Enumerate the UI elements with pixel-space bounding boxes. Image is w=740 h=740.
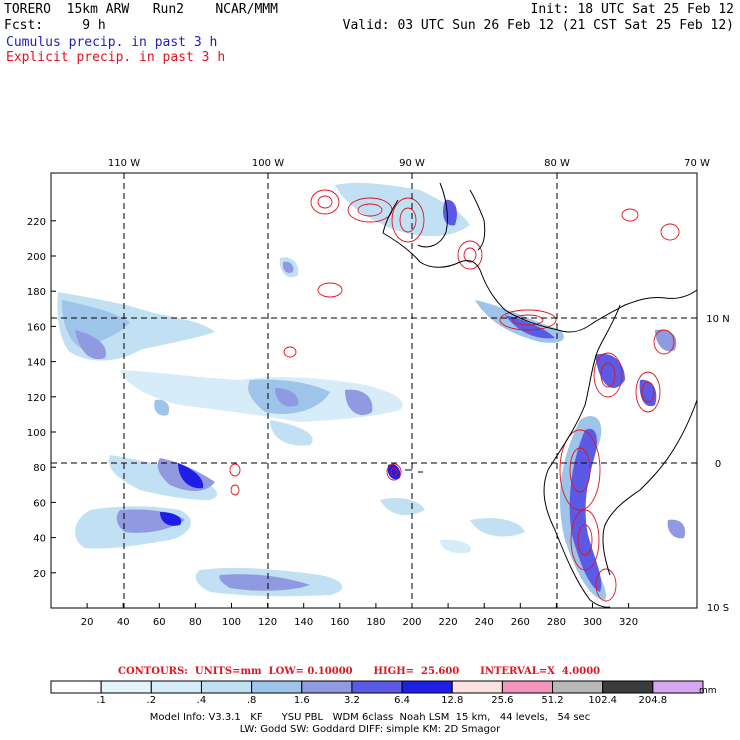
y-tick-label: 140 (27, 358, 46, 369)
y-tick-label: 200 (27, 252, 46, 263)
legend-value: .4 (196, 695, 207, 706)
init-time: Init: 18 UTC Sat 25 Feb 12 (530, 2, 735, 17)
legend-swatch (451, 680, 503, 694)
y-tick-label: 160 (27, 322, 46, 333)
x-tick-label: 200 (402, 617, 421, 628)
x-grid-ticks: 20 40 60 80 100 120 140 160 180 200 220 240 260 280 30… (81, 603, 638, 628)
legend-value: 102.4 (588, 695, 618, 706)
y-tick-label: 80 (33, 463, 46, 474)
x-tick-label: 160 (330, 617, 349, 628)
x-tick-label: 60 (153, 617, 166, 628)
longitude-labels: 110 W 100 W 90 W 80 W 70 W (108, 158, 710, 169)
legend-swatch (351, 680, 403, 694)
contour-info: CONTOURS: UNITS=mm LOW= 0.10000 HIGH= 25… (118, 666, 601, 677)
x-tick-label: 300 (583, 617, 602, 628)
legend-swatch (602, 680, 654, 694)
x-tick-label: 320 (619, 617, 638, 628)
legend-swatch (251, 680, 303, 694)
x-tick-label: 40 (117, 617, 130, 628)
x-tick-label: 80 (189, 617, 202, 628)
legend-swatch (501, 680, 554, 694)
field2-label: Explicit precip. in past 3 h (6, 50, 226, 65)
x-tick-label: 220 (439, 617, 458, 628)
y-tick-label: 120 (27, 393, 46, 404)
legend-value: .8 (246, 695, 257, 706)
y-grid-ticks: 20 40 60 80 100 120 140 160 180 200 220 (27, 217, 56, 580)
model-title: TORERO 15km ARW Run2 NCAR/MMM (4, 2, 278, 17)
legend-labels: .1 .2 .4 .8 1.6 3.2 6.4 12.8 25.6 51.2 102.4 204.8 (0, 695, 740, 707)
legend-value: .1 (96, 695, 106, 706)
model-info-line2: LW: Godd SW: Goddard DIFF: simple KM: 2D… (239, 724, 501, 735)
model-info-line1: Model Info: V3.3.1 KF YSU PBL WDM 6class… (149, 712, 591, 723)
y-tick-label: 100 (27, 428, 46, 439)
x-tick-label: 280 (547, 617, 566, 628)
legend-value: .2 (146, 695, 157, 706)
legend-value: 1.6 (293, 695, 310, 706)
lat-label: 10 S (707, 603, 729, 614)
legend-value: 204.8 (638, 695, 668, 706)
lon-label: 70 W (684, 158, 710, 169)
x-tick-label: 100 (222, 617, 241, 628)
explicit-precip-contours (229, 189, 680, 602)
legend-value: 3.2 (343, 695, 360, 706)
precip-map: 110 W 100 W 90 W 80 W 70 W 10 N 0 10 S 20 40 60 8… (27, 158, 730, 628)
legend-value: 51.2 (541, 695, 564, 706)
lon-label: 90 W (399, 158, 425, 169)
x-tick-label: 140 (294, 617, 313, 628)
x-tick-label: 20 (81, 617, 94, 628)
y-tick-label: 20 (33, 569, 46, 580)
coastlines (382, 182, 698, 608)
x-tick-label: 120 (258, 617, 277, 628)
legend-swatch (100, 680, 152, 694)
legend-value: 12.8 (441, 695, 464, 706)
lat-label: 10 N (706, 314, 729, 325)
legend-value: 6.4 (394, 695, 411, 706)
y-tick-label: 40 (33, 534, 46, 545)
x-tick-label: 180 (366, 617, 385, 628)
legend-value: 25.6 (491, 695, 514, 706)
legend-swatch (301, 680, 353, 694)
legend-swatch (401, 680, 453, 694)
forecast-hour: Fcst: 9 h (4, 18, 106, 33)
lon-label: 110 W (108, 158, 140, 169)
x-tick-label: 240 (475, 617, 494, 628)
lon-label: 100 W (252, 158, 284, 169)
latitude-labels: 10 N 0 10 S (706, 314, 729, 614)
y-tick-label: 180 (27, 287, 46, 298)
color-legend: mm (50, 680, 717, 696)
legend-swatch (150, 680, 202, 694)
lon-label: 80 W (544, 158, 570, 169)
legend-units: mm (699, 686, 717, 696)
lat-lon-grid (51, 173, 697, 608)
legend-swatch (652, 680, 704, 694)
legend-swatch (552, 680, 604, 694)
y-tick-label: 60 (33, 498, 46, 509)
field1-label: Cumulus precip. in past 3 h (6, 35, 218, 50)
valid-time: Valid: 03 UTC Sun 26 Feb 12 (21 CST Sat … (342, 18, 734, 33)
y-tick-label: 220 (27, 217, 46, 228)
legend-swatch (50, 680, 102, 694)
lat-label: 0 (715, 459, 721, 470)
x-tick-label: 260 (511, 617, 530, 628)
legend-swatch (200, 680, 253, 694)
